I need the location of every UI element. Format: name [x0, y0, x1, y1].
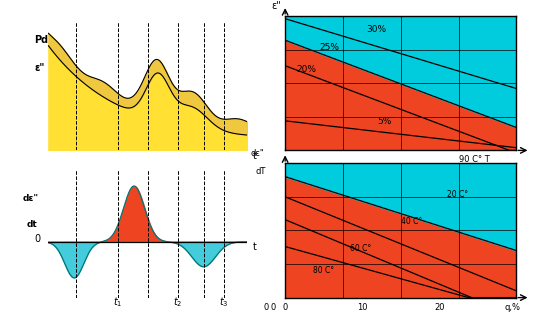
Text: 30%: 30% [366, 25, 386, 34]
Text: ε": ε" [34, 63, 45, 73]
Text: dt: dt [26, 220, 37, 229]
Text: $t_1$: $t_1$ [114, 295, 123, 309]
Text: q,%: q,% [505, 303, 521, 312]
Text: $t_3$: $t_3$ [219, 295, 229, 309]
Text: 0: 0 [264, 303, 269, 312]
Text: 0: 0 [34, 234, 40, 244]
Text: 20%: 20% [297, 66, 317, 75]
Text: 0: 0 [282, 303, 288, 312]
Text: 25%: 25% [320, 43, 340, 52]
Text: dT: dT [255, 167, 265, 176]
Text: 80 C°: 80 C° [313, 267, 334, 276]
Text: 40 C°: 40 C° [401, 217, 422, 226]
Text: t: t [252, 151, 256, 161]
Text: t: t [252, 242, 256, 252]
Text: 5%: 5% [378, 116, 392, 125]
Text: 20: 20 [434, 303, 445, 312]
Text: 90 C° T: 90 C° T [458, 156, 490, 164]
Text: dε": dε" [23, 194, 39, 203]
Text: 60 C°: 60 C° [350, 244, 371, 252]
Text: 0: 0 [271, 303, 276, 312]
Text: Pd: Pd [34, 35, 48, 45]
Text: 20 C°: 20 C° [447, 190, 468, 199]
Text: dε": dε" [250, 149, 264, 158]
Text: 10: 10 [357, 303, 367, 312]
Text: ε": ε" [271, 1, 281, 11]
Text: $t_2$: $t_2$ [173, 295, 182, 309]
